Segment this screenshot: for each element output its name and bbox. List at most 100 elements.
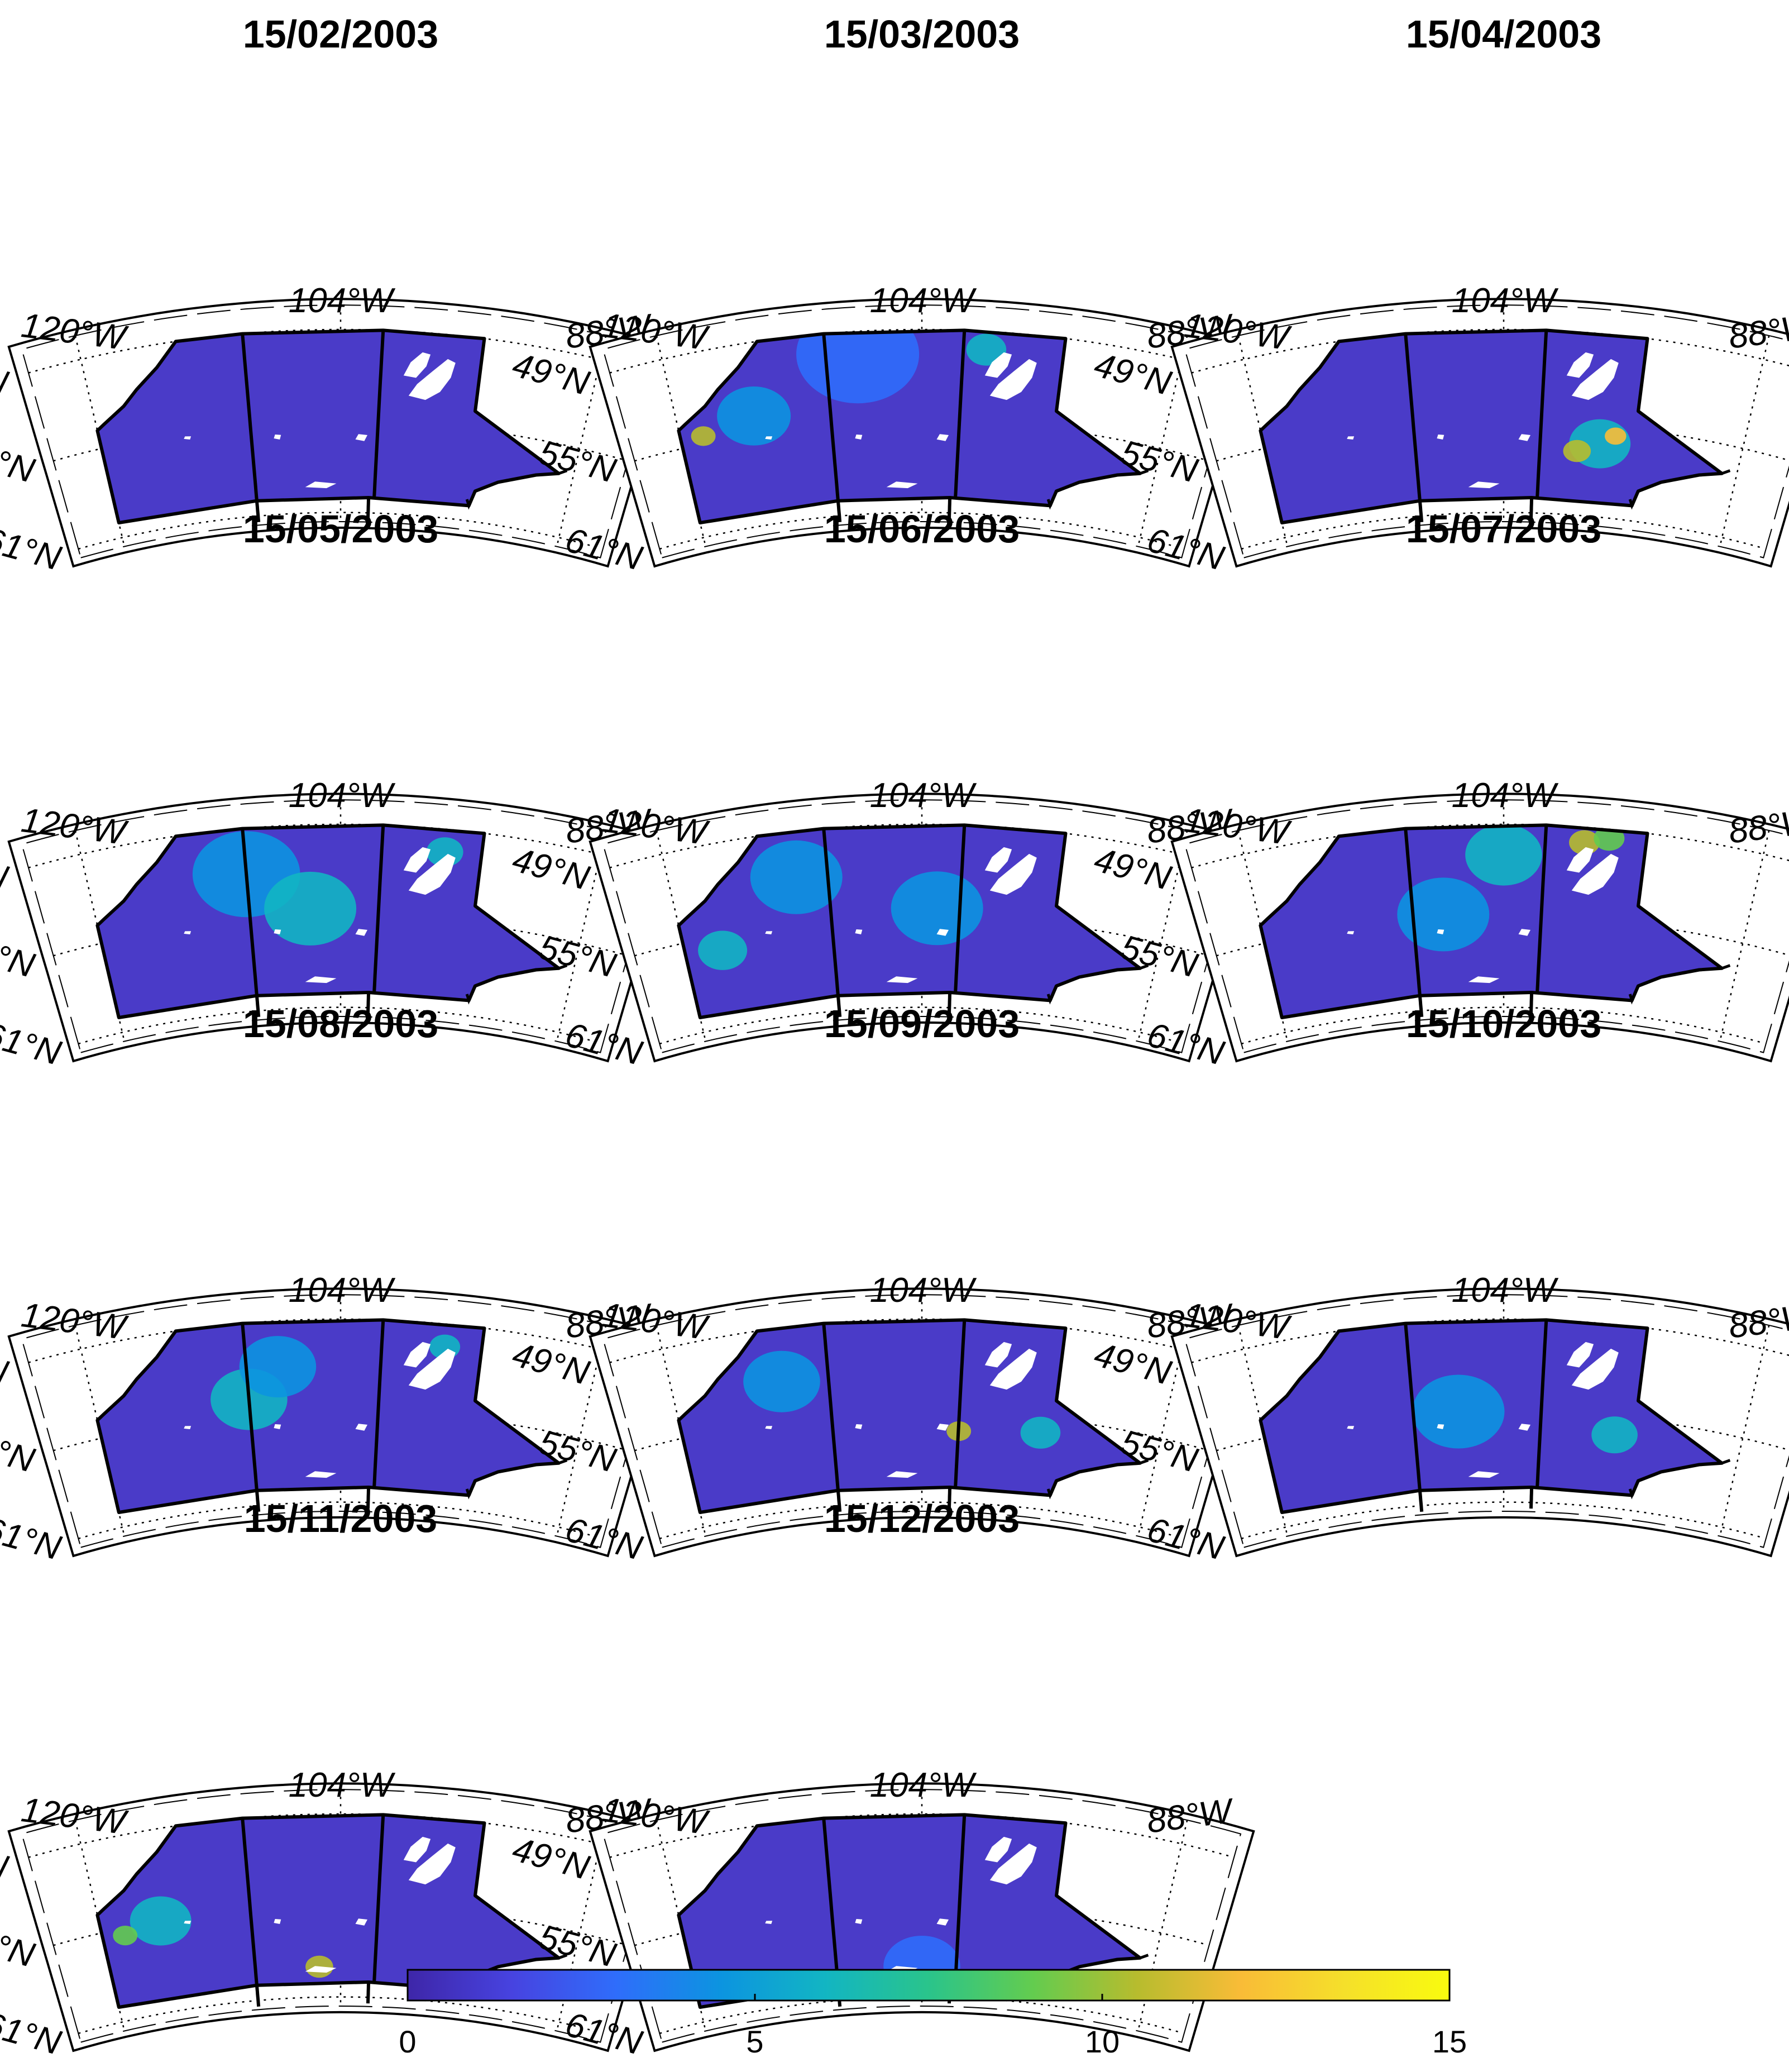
lake [1518,929,1530,936]
data-hotspot [1563,440,1591,462]
lake [1571,1348,1619,1390]
province-border [241,828,259,996]
parallel-line [659,1996,1183,2035]
map-frame-ticks [1184,304,1789,558]
lake [765,1921,773,1924]
lake [305,1471,337,1478]
data-hotspot [691,426,716,446]
territory-border [366,497,371,519]
panel-title: 15/07/2003 [1406,507,1601,551]
lake [984,847,1012,873]
longitude-label: 104°W [870,776,977,815]
map-frame-ticks [1184,799,1789,1053]
lake [1437,929,1444,934]
parallel-line [659,512,1183,550]
territory-border [948,992,952,1014]
coastline [465,1459,568,1500]
territory-border [1529,992,1534,1014]
lake [355,1424,367,1431]
lake [936,1424,949,1431]
lake [1518,1424,1530,1431]
lake [355,1918,367,1926]
province-border [1536,330,1548,498]
longitude-label: 104°W [870,281,977,320]
province-border [954,1815,967,1983]
province-border [372,1320,385,1488]
lake [855,435,863,440]
province-border [1536,825,1548,993]
parallel-line [1241,1501,1765,1540]
map-panels: 15/02/200361°N55°N49°N120°W104°W88°W15/0… [0,12,1789,2063]
territory-border [366,1982,371,2004]
lake [184,1426,192,1429]
latitude-label: 61°N [561,521,646,578]
lake [408,1843,456,1885]
data-hotspot [1412,1374,1505,1449]
province-border [241,333,259,501]
lake [989,853,1037,895]
lake [408,359,456,400]
latitude-label: 61°N [1143,1510,1228,1568]
lake [184,931,192,934]
lake [408,1348,456,1390]
lake [403,352,431,378]
lake [1437,1424,1444,1429]
colorbar-tick-label: 5 [746,2024,763,2059]
lake [886,976,918,984]
lake [1347,931,1355,934]
lake [886,481,918,489]
latitude-label: 61°N [0,521,65,578]
province-border [822,1818,840,1985]
map-frame-ticks [1184,1294,1789,1548]
territory-border [1529,497,1534,519]
territory-border [1418,995,1424,1018]
latitude-label: 55°N [0,433,39,490]
lake [855,1424,863,1429]
lake [1566,1341,1594,1368]
data-hotspot [1605,427,1627,445]
longitude-label: 104°W [289,776,396,815]
longitude-label: 104°W [289,1766,396,1804]
longitude-label: 104°W [1452,281,1559,320]
data-hotspot [743,1350,820,1412]
lake [274,1424,281,1429]
panel-title: 15/12/2003 [824,1497,1020,1540]
province-border [954,330,967,498]
lake [886,1471,918,1478]
data-hotspot [750,840,843,914]
lake [855,1919,863,1924]
province-border [372,1815,385,1983]
panel-title: 15/05/2003 [243,507,438,551]
lake [765,436,773,440]
territory-border [366,1487,371,1509]
lake [305,976,337,984]
coastline [1046,1459,1149,1500]
lake [936,434,949,441]
province-border [1404,828,1422,996]
coastline [465,964,568,1005]
longitude-label: 104°W [289,1271,396,1310]
lake [1566,352,1594,378]
colorbar-gradient [406,1969,1451,2002]
territory-border [255,1490,261,1512]
coastline [1046,469,1149,510]
map-frame-ticks [602,1789,1242,2043]
territory-border [255,500,261,523]
lake [1518,434,1530,441]
coastline [1628,469,1731,510]
parallel-line [78,1996,602,2035]
latitude-label: 55°N [0,1422,39,1480]
territory-border [836,500,842,523]
data-hotspot [1020,1416,1061,1449]
lake [765,1426,773,1429]
lake [936,929,949,936]
parallel-line [1241,1006,1765,1045]
territory-border [1529,1487,1534,1509]
panel-title: 15/03/2003 [824,12,1020,56]
province-border [1404,333,1422,501]
lake [1566,847,1594,873]
